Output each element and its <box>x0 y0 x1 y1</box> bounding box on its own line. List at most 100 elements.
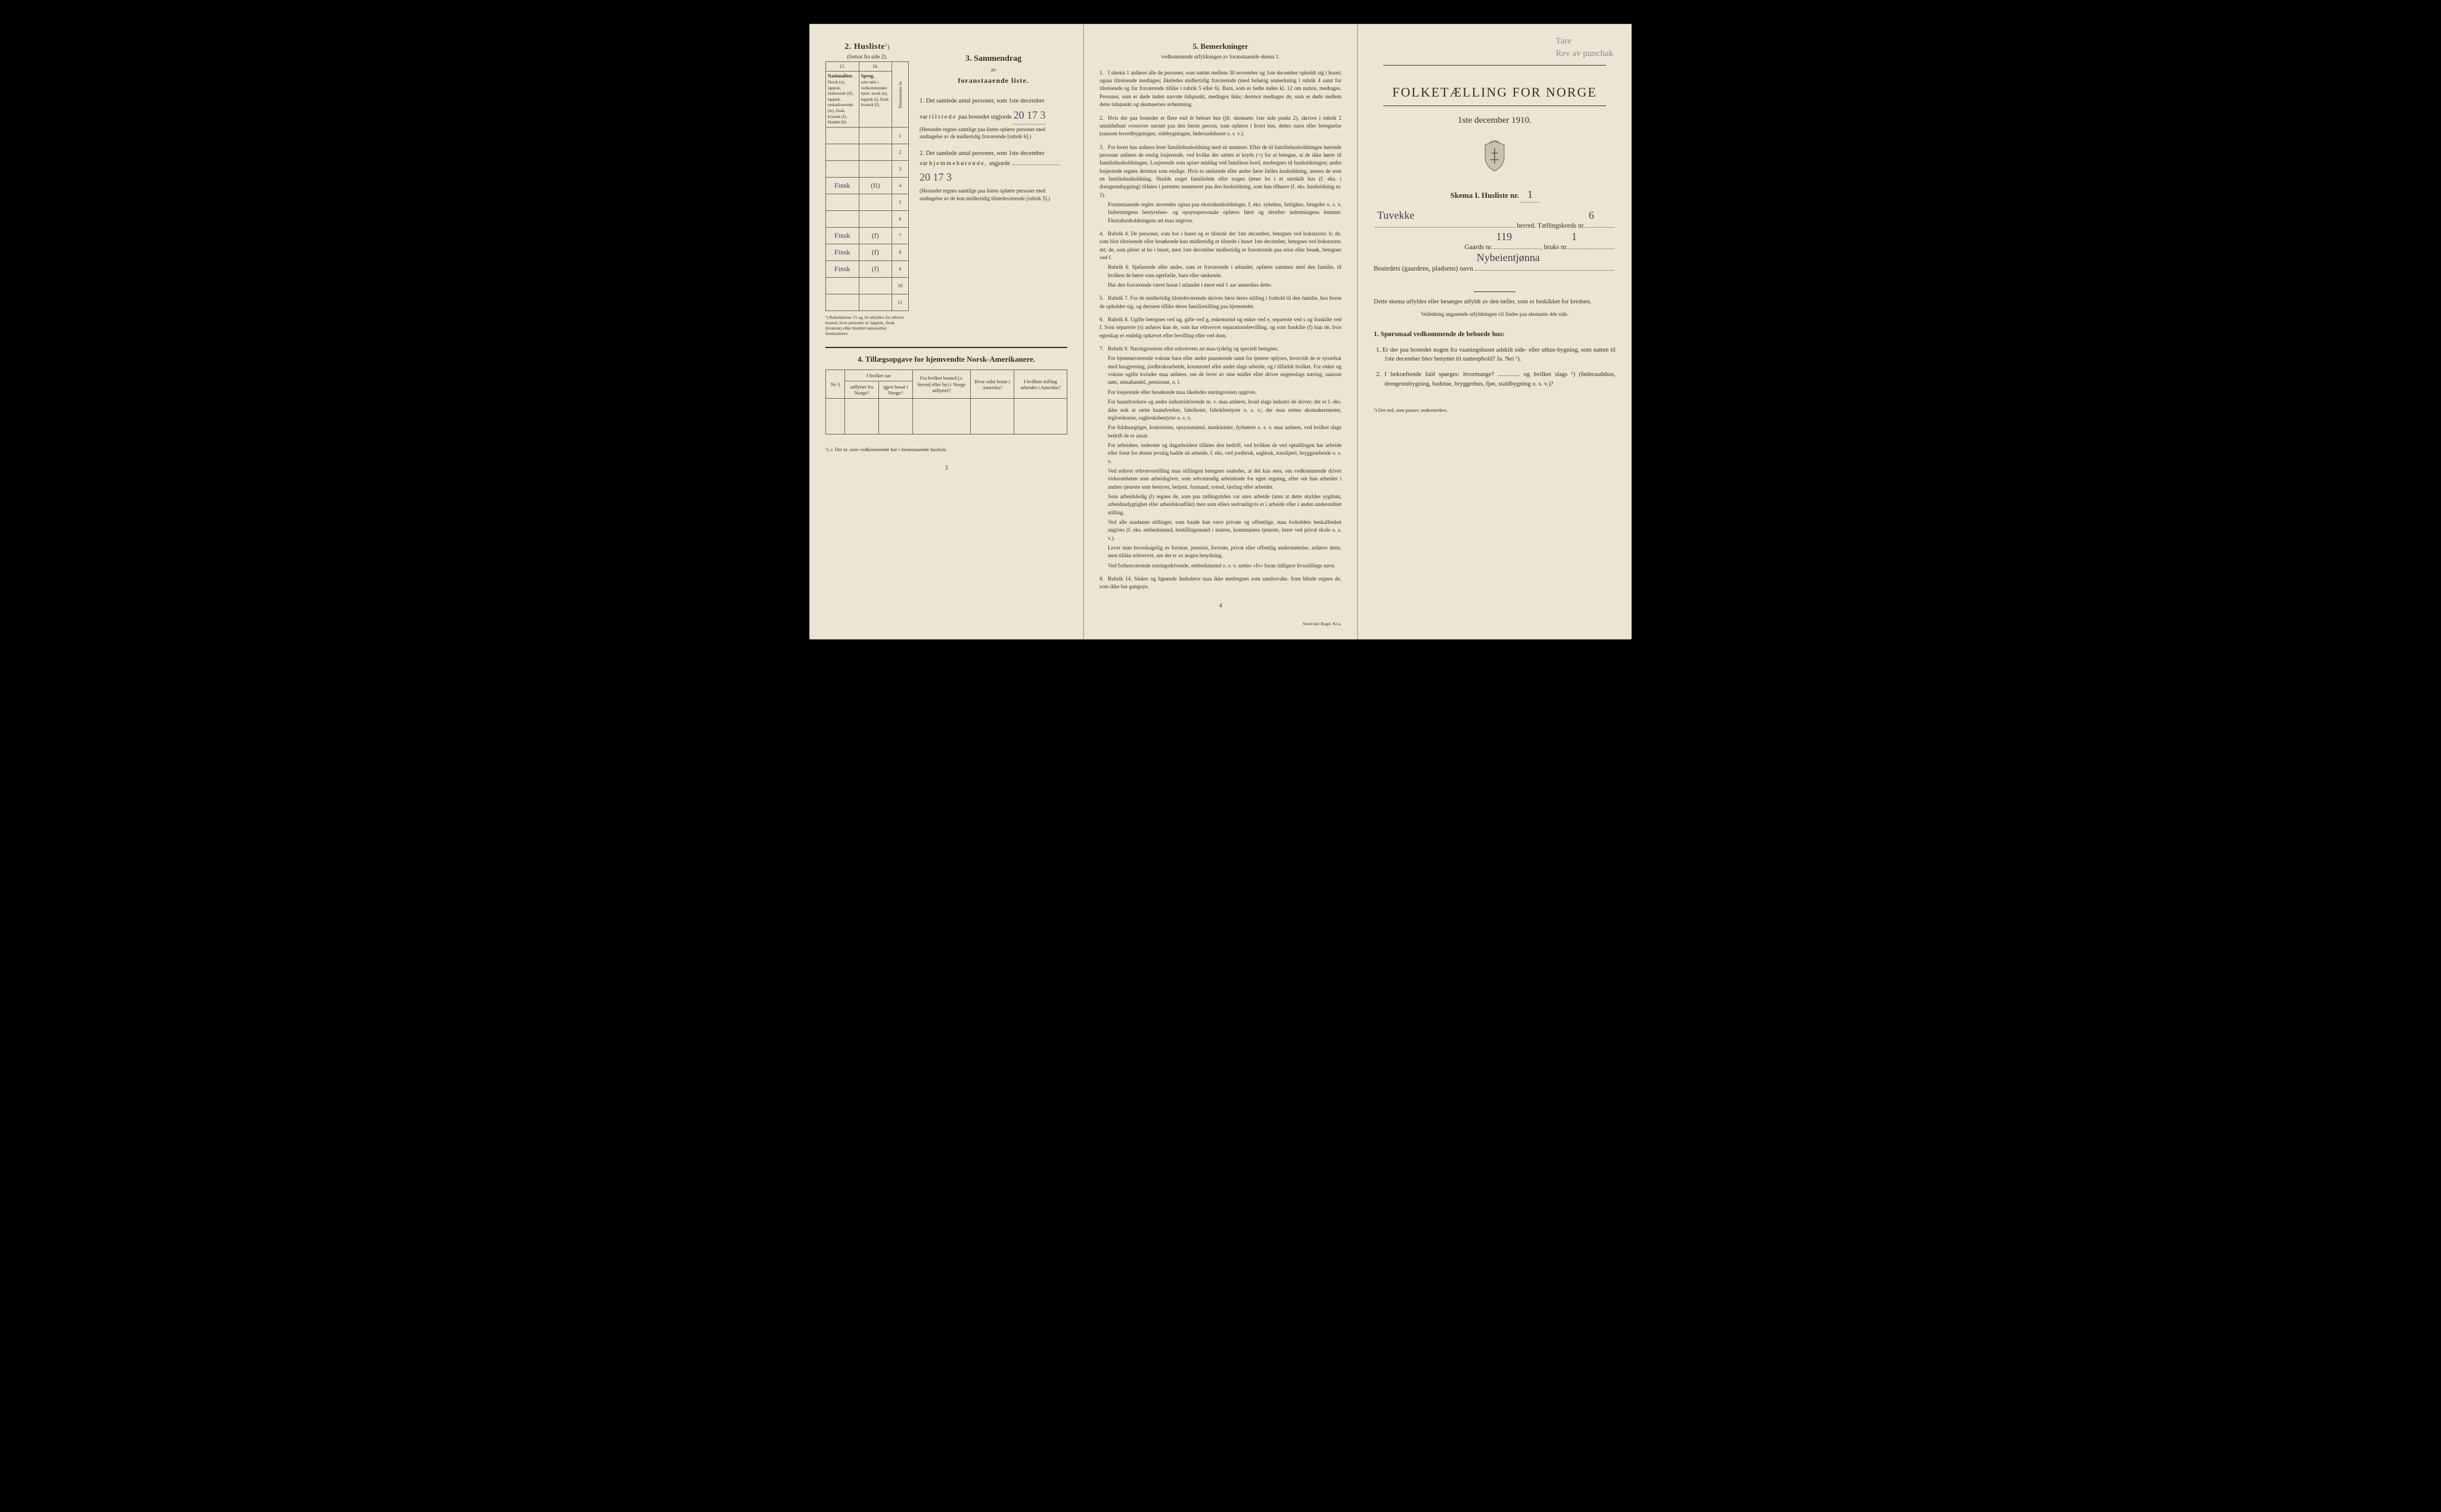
head16-title: Sprog, <box>861 73 874 79</box>
table-row: 5 <box>826 194 909 210</box>
sporsmaal-title: 1. Spørsmaal vedkommende de beboede hus: <box>1374 330 1616 339</box>
item1-mid3: paa bostedet utgjorde <box>958 114 1012 120</box>
printer-line: Steen'ske Bogtr. Kr.a. <box>1100 621 1341 628</box>
sammendrag-item-1: 1. Det samlede antal personer, som 1ste … <box>920 97 1067 141</box>
col-16-head: Sprog, som tales i vedkommendes hjem: no… <box>859 72 892 127</box>
page-number-3: 3 <box>825 464 1067 473</box>
bem-item: 5.Rubrik 7. For de midlertidig tilstedev… <box>1100 294 1341 311</box>
bem-item: 2.Hvis der paa bostedet er flere end ét … <box>1100 114 1341 138</box>
question-1: 1. Er der paa bostedet nogen fra vaaning… <box>1374 346 1616 365</box>
cell-rownum: 1 <box>892 127 909 144</box>
bem-sub: Foranstaaende regler anvendes ogsaa paa … <box>1108 201 1341 225</box>
crest-icon <box>1374 140 1616 175</box>
hw-top-1: Tare <box>1555 36 1571 46</box>
bem-num: 7. <box>1100 345 1108 353</box>
husliste-paren: ) <box>887 44 890 51</box>
item2-note: (Herunder regnes samtlige paa listen opf… <box>920 187 1067 202</box>
cell-rownum: 11 <box>892 294 909 311</box>
title-rule-bottom <box>1383 105 1606 106</box>
skema-hw: 1 <box>1527 188 1533 200</box>
item2-mid2: hjemmehørende, <box>929 160 987 167</box>
bosted-hw: Nybeientjønna <box>1477 245 1540 271</box>
line-herred: Tuvekke herred. Tællingskreds nr. 6 <box>1374 218 1616 235</box>
item1-pre: 1. Det samlede antal personer, som 1ste … <box>920 98 1045 104</box>
cell-15 <box>826 160 859 177</box>
cell-15 <box>826 127 859 144</box>
husliste-block: 2. Husliste1) (fortsat fra side 2). 15. … <box>825 41 909 336</box>
table-row: 2 <box>826 144 909 160</box>
table-row: Finsk (f) 9 <box>826 260 909 277</box>
table-row: 10 <box>826 277 909 294</box>
head15-body: Norsk (n), lappisk, fastboende (lf), lap… <box>828 80 853 125</box>
cell-rownum: 5 <box>892 194 909 210</box>
bem-item: 8.Rubrik 14. Sinker og lignende åndssløv… <box>1100 575 1341 591</box>
page-cover: Tare Rev av punchak FOLKETÆLLING FOR NOR… <box>1358 24 1632 639</box>
cell-15 <box>826 294 859 311</box>
item1-mid1: var <box>920 114 927 120</box>
husliste-sub: (fortsat fra side 2). <box>825 53 909 61</box>
page-3: 2. Husliste1) (fortsat fra side 2). 15. … <box>809 24 1083 639</box>
item2-pre: 2. Det samlede antal personer, som 1ste … <box>920 150 1045 157</box>
main-title: FOLKETÆLLING FOR NORGE <box>1374 83 1616 102</box>
bruks-hw: 1 <box>1572 224 1577 250</box>
cell-16 <box>859 194 892 210</box>
right-footnote: ¹) Det ord, som passer, understrekes. <box>1374 407 1616 414</box>
small-divider <box>1474 291 1515 292</box>
bem-sub: For arbeidere, inderster og dagarbeidere… <box>1108 442 1341 465</box>
item1-mid2: tilstede <box>929 114 956 120</box>
cell-rownum: 2 <box>892 144 909 160</box>
cell-15: Finsk <box>826 260 859 277</box>
cell-rownum: 4 <box>892 177 909 194</box>
bem-item: 6.Rubrik 8. Ugifte betegnes ved ug, gift… <box>1100 316 1341 340</box>
head15-title: Nationalitet. <box>828 73 853 79</box>
divider-rule <box>825 347 1067 348</box>
tsubcol-b: igjen bosat i Norge? <box>878 381 912 399</box>
cell-16: (f) <box>859 244 892 260</box>
cell-15: Finsk <box>826 244 859 260</box>
sammendrag-av: av <box>920 66 1067 74</box>
date-line: 1ste december 1910. <box>1374 114 1616 127</box>
bem-sub: Rubrik 6. Sjøfarende eller andre, som er… <box>1108 263 1341 280</box>
table-row: Finsk (f) 7 <box>826 227 909 244</box>
item1-hw: 20 17 3 <box>1013 109 1045 121</box>
desc-text: Dette skema utfyldes eller besørges utfy… <box>1374 298 1616 307</box>
cell-16: (fi) <box>859 177 892 194</box>
item2-mid1: var <box>920 160 927 167</box>
item2-hw: 20 17 3 <box>920 171 952 183</box>
bem-sub: Som arbeidsledig (l) regnes de, som paa … <box>1108 493 1341 517</box>
cell-16 <box>859 160 892 177</box>
bem-sub: Ved forhenværende næringsdrivende, embed… <box>1108 562 1341 570</box>
left-top-row: 2. Husliste1) (fortsat fra side 2). 15. … <box>825 41 1067 336</box>
nationality-table: 15. 16. Personernes nr. Nationalitet. No… <box>825 61 909 311</box>
kreds-hw: 6 <box>1589 203 1594 228</box>
tcol-4: I hvilken stilling arbeidet i Amerika? <box>1014 370 1067 399</box>
question-2: 2. I bekræftende fald spørges: hvormange… <box>1374 370 1616 389</box>
table-row: Finsk (fi) 4 <box>826 177 909 194</box>
table-row: 6 <box>826 210 909 227</box>
sporsmaal-block: 1. Spørsmaal vedkommende de beboede hus:… <box>1374 330 1616 389</box>
cell-15: Finsk <box>826 177 859 194</box>
tillaeg-empty-row <box>826 399 1067 434</box>
bruks-label: , bruks nr. <box>1541 240 1568 256</box>
bemerkninger-list: 1.I skema 1 anføres alle de personer, so… <box>1100 69 1341 591</box>
bem-item: 1.I skema 1 anføres alle de personer, so… <box>1100 69 1341 109</box>
table-footnote: ¹) Rubrikkerne 15 og 16 utfyldes for eth… <box>825 315 909 336</box>
cell-rownum: 6 <box>892 210 909 227</box>
sammendrag-item-2: 2. Det samlede antal personer, som 1ste … <box>920 149 1067 203</box>
cell-15 <box>826 277 859 294</box>
page-number-4: 4 <box>1100 602 1341 610</box>
col-15-head: Nationalitet. Norsk (n), lappisk, fastbo… <box>826 72 859 127</box>
table-row: 11 <box>826 294 909 311</box>
bem-item: 4.Rubrik 4. De personer, som bor i huset… <box>1100 230 1341 289</box>
tillaeg-block: 4. Tillægsopgave for hjemvendte Norsk-Am… <box>825 354 1067 435</box>
cell-16 <box>859 210 892 227</box>
bemerkninger-sub: vedkommende utfyldningen av foranstaaend… <box>1100 53 1341 61</box>
item1-note: (Herunder regnes samtlige paa listen opf… <box>920 126 1067 141</box>
bem-item: 3.For hvert hus anføres hver familiehush… <box>1100 144 1341 225</box>
cell-rownum: 3 <box>892 160 909 177</box>
cell-rownum: 8 <box>892 244 909 260</box>
cell-16: (f) <box>859 227 892 244</box>
bem-num: 3. <box>1100 144 1108 151</box>
cell-16: (f) <box>859 260 892 277</box>
item2-mid3: utgjorde <box>989 160 1010 167</box>
